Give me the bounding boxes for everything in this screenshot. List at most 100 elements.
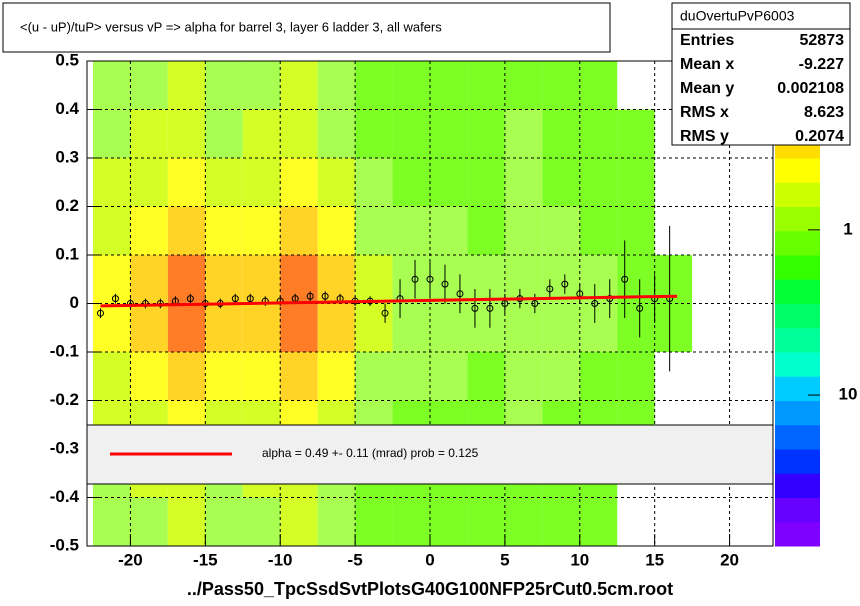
stats-box: duOvertuPvP6003 Entries 52873 Mean x -9.227 M…	[671, 2, 851, 146]
colorbar-cell	[775, 279, 820, 304]
stats-value: 8.623	[804, 104, 844, 121]
profile-point	[546, 285, 554, 293]
heat-cell	[467, 255, 505, 304]
heat-cell	[130, 352, 168, 401]
heat-cell	[430, 497, 468, 546]
heat-cell	[130, 303, 168, 352]
plot-area	[87, 60, 773, 547]
heat-cell	[430, 206, 468, 255]
stats-value: 0.2074	[795, 128, 844, 145]
heat-cell	[280, 303, 318, 352]
stats-label: Mean x	[680, 56, 734, 73]
heat-cell	[542, 255, 580, 304]
heat-cell	[542, 497, 580, 546]
heat-cell	[167, 303, 206, 352]
profile-point	[111, 295, 119, 303]
heat-cell	[430, 61, 468, 110]
y-tick-label: 0	[70, 293, 79, 312]
heat-cell	[467, 206, 505, 255]
profile-point	[186, 295, 194, 303]
heat-cell	[504, 497, 543, 546]
heat-cell	[242, 61, 281, 110]
profile-point	[456, 290, 464, 298]
heat-cell	[167, 497, 206, 546]
heat-cell	[130, 61, 168, 110]
y-tick-label: -0.3	[50, 438, 79, 457]
heat-cell	[467, 497, 505, 546]
profile-point	[231, 295, 239, 303]
profile-point	[636, 304, 644, 312]
heat-cell	[242, 158, 281, 207]
y-tick-label: -0.1	[50, 341, 79, 360]
heat-cell	[355, 158, 393, 207]
heat-cell	[317, 61, 356, 110]
colorbar-cell	[775, 449, 820, 474]
colorbar-cell	[775, 400, 820, 426]
heat-cell	[130, 497, 168, 546]
heat-cell	[280, 158, 318, 207]
heat-cell	[392, 61, 430, 110]
y-tick-label: 0.2	[55, 196, 79, 215]
stats-value: 0.002108	[777, 80, 844, 97]
colorbar-cell	[775, 376, 820, 401]
heat-cell	[467, 61, 505, 110]
colorbar-cell	[775, 352, 820, 377]
heat-cell	[579, 61, 618, 110]
heat-cell	[579, 158, 618, 207]
heat-cell	[317, 303, 356, 352]
y-tick-label: 0.3	[55, 147, 79, 166]
heat-cell	[617, 158, 655, 207]
colorbar-cell	[775, 182, 820, 207]
heat-cell	[392, 497, 430, 546]
heat-cell	[355, 206, 393, 255]
y-tick-label: -0.5	[50, 535, 79, 554]
heat-cell	[542, 61, 580, 110]
profile-point	[246, 295, 254, 303]
heat-cell	[355, 497, 393, 546]
heat-cell	[130, 109, 168, 158]
heat-cell	[504, 158, 543, 207]
stats-frame	[671, 2, 851, 146]
heat-cell	[392, 352, 430, 401]
footer: ../Pass50_TpcSsdSvtPlotsG40G100NFP25rCut…	[187, 579, 673, 599]
heat-cell	[542, 158, 580, 207]
heat-cell	[579, 303, 618, 352]
heat-cell	[355, 109, 393, 158]
colorbar-cell	[775, 255, 820, 280]
heat-cell	[579, 206, 618, 255]
heat-cell	[92, 352, 131, 401]
heat-cell	[430, 255, 468, 304]
x-tick-label: 0	[425, 550, 434, 569]
heat-cell	[579, 352, 618, 401]
heat-cell	[504, 206, 543, 255]
x-tick-label: 10	[570, 550, 589, 569]
heat-cell	[92, 303, 131, 352]
heat-cell	[205, 303, 243, 352]
x-tick-label: -15	[193, 550, 218, 569]
heat-cell	[579, 497, 618, 546]
heat-cell	[504, 352, 543, 401]
heat-cell	[280, 61, 318, 110]
profile-point	[621, 275, 629, 283]
x-tick-label: 5	[500, 550, 509, 569]
colorbar-cell	[775, 158, 820, 183]
y-tick-label: 0.1	[55, 244, 79, 263]
heat-cell	[280, 206, 318, 255]
heat-cell	[205, 352, 243, 401]
x-tick-label: -10	[268, 550, 293, 569]
heat-cell	[392, 303, 430, 352]
y-tick-label: 0.5	[55, 50, 79, 69]
heat-cell	[317, 255, 356, 304]
heat-cell	[355, 352, 393, 401]
colorbar-cell	[775, 206, 820, 232]
title-box	[2, 2, 611, 53]
x-tick-label: -5	[348, 550, 363, 569]
heat-cell	[430, 303, 468, 352]
y-tick-label: -0.4	[50, 487, 80, 506]
profile-point	[426, 275, 434, 283]
z-tick-label: 10	[839, 385, 858, 404]
x-tick-label: 20	[720, 550, 739, 569]
x-tick-label: 15	[645, 550, 664, 569]
profile-point	[321, 292, 329, 300]
